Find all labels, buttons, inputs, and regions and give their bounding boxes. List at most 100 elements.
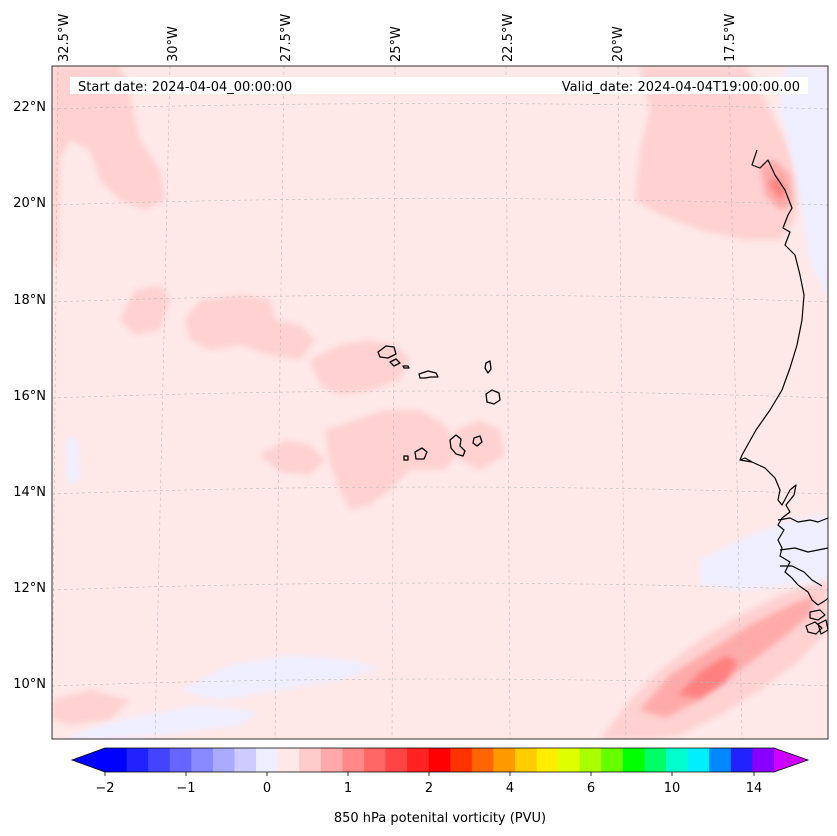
colorbar-segment (752, 748, 775, 772)
colorbar-segment (601, 748, 624, 772)
colorbar-segment (644, 748, 667, 772)
lon-label-30w: 30°W (166, 26, 181, 62)
colorbar-segment (558, 748, 581, 772)
cbar-tick-0: 0 (263, 781, 271, 796)
africa-coastline (739, 149, 829, 606)
pv-patch-south-islands (325, 410, 460, 510)
lon-label-27-5w: 27.5°W (279, 14, 294, 62)
colorbar-under-arrow (72, 748, 105, 772)
pv-patch-northeast (635, 66, 800, 240)
lat-label-16n: 16°N (13, 389, 46, 404)
colorbar-segment (234, 748, 257, 772)
colorbar-segment (277, 748, 300, 772)
bijagos-islands-1 (809, 609, 826, 621)
colorbar-segment (450, 748, 473, 772)
colorbar-segment (407, 748, 430, 772)
colorbar-segment (687, 748, 710, 772)
colorbar-segment (256, 748, 279, 772)
lon-label-20w: 20°W (611, 26, 626, 62)
colorbar-segment (169, 748, 192, 772)
lon-label-17-5w: 17.5°W (723, 14, 738, 62)
map-panel: Start date: 2024-04-04_00:00:00 Valid_da… (51, 65, 829, 740)
cbar-tick-14: 14 (746, 781, 763, 796)
island-santo-antao (377, 345, 397, 359)
colorbar-segment (730, 748, 753, 772)
map-frame (51, 65, 829, 740)
lat-label-10n: 10°N (13, 677, 46, 692)
lon-label-25w: 25°W (389, 26, 404, 62)
cbar-tick-4: 4 (506, 781, 514, 796)
cbar-tick-10: 10 (664, 781, 681, 796)
pv-mid-southeast (640, 595, 815, 718)
bijagos-coast-1 (779, 547, 829, 553)
colorbar-segment (493, 748, 516, 772)
dakar-peninsula (739, 457, 753, 463)
pv-core-mauritania (768, 178, 786, 200)
start-date: Start date: 2024-04-04_00:00:00 (78, 80, 292, 95)
graticule (52, 66, 828, 739)
cbar-tick-2: 2 (425, 781, 433, 796)
island-sao-vicente (389, 358, 401, 367)
cbar-tick-neg1: −1 (176, 781, 195, 796)
colorbar-segment (385, 748, 408, 772)
island-santiago (449, 434, 466, 457)
pv-patch-center-west (185, 295, 315, 360)
island-maio (472, 435, 483, 447)
colorbar-segment (126, 748, 149, 772)
lat-label-22n: 22°N (13, 100, 46, 115)
lat-label-12n: 12°N (13, 581, 46, 596)
pv-negative-south-coast (700, 515, 828, 590)
pv-patch-islands-east (455, 420, 505, 470)
pv-negative-south-band (180, 655, 380, 700)
colorbar-segment (342, 748, 365, 772)
island-fogo (414, 447, 428, 460)
island-santa-luzia (402, 365, 410, 369)
colorbar-segment (536, 748, 559, 772)
island-sao-nicolau (418, 370, 439, 379)
colorbar-segment (105, 748, 128, 772)
colorbar-segment (709, 748, 732, 772)
lon-label-22-5w: 22.5°W (501, 14, 516, 62)
pv-negative-east-coast (780, 66, 828, 300)
pv-patch-mid-west (120, 285, 170, 335)
colorbar-segment (363, 748, 387, 772)
colorbar-segment (320, 748, 343, 772)
pv-field (52, 66, 828, 739)
colorbar-segment (428, 748, 451, 772)
colorbar-segments (105, 748, 775, 772)
colorbar-segment (471, 748, 494, 772)
colorbar-segment (148, 748, 171, 772)
colorbar-segment (579, 748, 602, 772)
cbar-tick-neg2: −2 (95, 781, 114, 796)
colorbar-segment (191, 748, 214, 772)
pv-patch-far-south (52, 690, 130, 725)
cbar-tick-6: 6 (587, 781, 595, 796)
island-sal (484, 360, 492, 374)
gambia-river (777, 517, 829, 523)
header-box (70, 77, 808, 94)
colorbar-segment (299, 748, 322, 772)
colorbar-segment (212, 748, 235, 772)
lat-label-18n: 18°N (13, 293, 46, 308)
valid-date: Valid_date: 2024-04-04T19:00:00.00 (562, 80, 800, 95)
lat-label-20n: 20°N (13, 196, 46, 211)
longitude-labels: 32.5°W 30°W 27.5°W 25°W 22.5°W 20°W 17.5… (57, 14, 738, 62)
pv-core-southeast (678, 656, 738, 698)
pv-patch-center (310, 340, 410, 395)
pv-patch-south-center (260, 440, 325, 475)
pv-negative-bottom (60, 705, 260, 739)
cape-verde-islands (377, 345, 501, 461)
pv-negative-west (66, 438, 80, 485)
pv-patch-northwest (52, 66, 165, 270)
bijagos-islands-2 (805, 621, 823, 635)
lat-label-14n: 14°N (13, 485, 46, 500)
colorbar: −2 −1 0 1 2 4 6 10 14 850 hPa potenital … (70, 747, 810, 826)
colorbar-tick-labels: −2 −1 0 1 2 4 6 10 14 (95, 781, 762, 796)
colorbar-over-arrow (774, 748, 808, 772)
latitude-labels: 22°N 20°N 18°N 16°N 14°N 12°N 10°N (13, 100, 46, 692)
colorbar-segment (622, 748, 646, 772)
senegal-delta (780, 565, 823, 587)
colorbar-ticks (104, 772, 755, 776)
cbar-tick-1: 1 (344, 781, 352, 796)
